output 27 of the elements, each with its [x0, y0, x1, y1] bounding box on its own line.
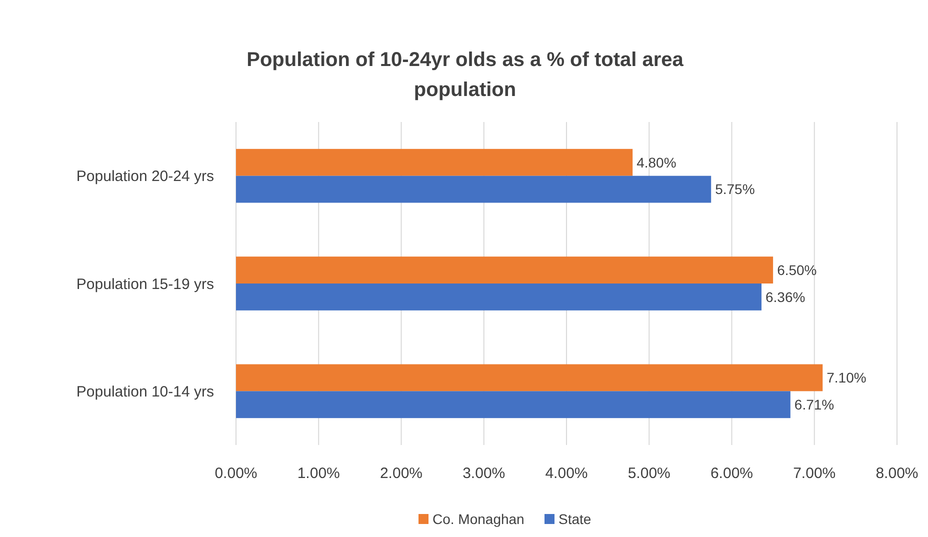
y-tick-label: Population 15-19 yrs — [76, 276, 214, 293]
data-label: 6.71% — [794, 396, 834, 413]
bar — [236, 364, 823, 392]
y-tick-label: Population 10-14 yrs — [76, 383, 214, 400]
x-tick-label: 3.00% — [462, 465, 506, 482]
x-tick-label: 6.00% — [710, 465, 754, 482]
x-tick-label: 4.00% — [545, 465, 588, 482]
bar — [236, 176, 712, 203]
bar — [236, 148, 633, 176]
legend-label: Co. Monaghan — [432, 510, 524, 527]
data-label: 6.50% — [777, 262, 817, 278]
x-tick-label: 2.00% — [380, 465, 423, 482]
data-label: 5.75% — [715, 181, 755, 198]
x-tick-label: 8.00% — [876, 465, 918, 482]
legend-label: State — [558, 510, 592, 527]
bar — [236, 284, 762, 310]
chart-title: Population of 10-24yr olds as a % of total area population — [246, 49, 684, 101]
data-label: 7.10% — [826, 370, 866, 386]
data-label: 4.80% — [636, 154, 676, 170]
x-tick-label: 5.00% — [628, 465, 670, 482]
bar — [236, 391, 790, 418]
x-tick-label: 1.00% — [297, 465, 340, 482]
x-tick-label: 7.00% — [793, 465, 836, 482]
data-label: 6.36% — [765, 288, 806, 305]
x-tick-label: 0.00% — [214, 465, 258, 482]
y-tick-label: Population 20-24 yrs — [76, 168, 214, 186]
bar — [236, 256, 774, 284]
